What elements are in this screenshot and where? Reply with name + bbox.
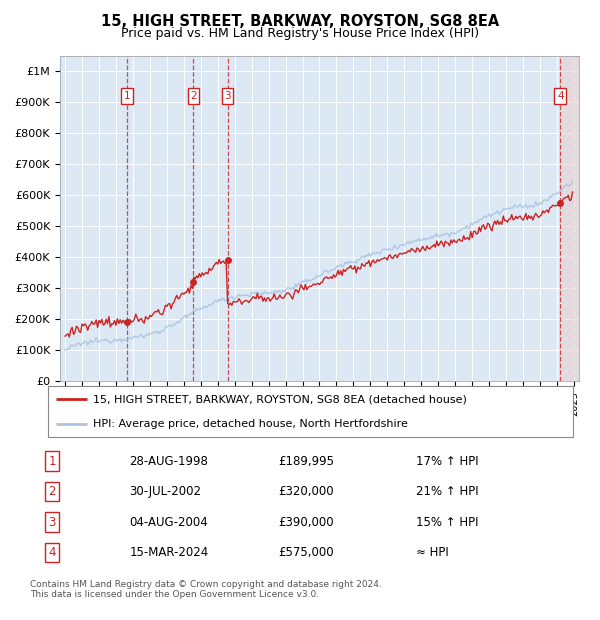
Text: 3: 3 [224,91,231,101]
Text: Contains HM Land Registry data © Crown copyright and database right 2024.
This d: Contains HM Land Registry data © Crown c… [30,580,382,599]
Text: £390,000: £390,000 [278,516,334,529]
Text: HPI: Average price, detached house, North Hertfordshire: HPI: Average price, detached house, Nort… [92,419,407,429]
Text: 15-MAR-2024: 15-MAR-2024 [130,546,209,559]
Bar [560,56,579,381]
Text: £189,995: £189,995 [278,454,334,467]
Text: 15% ↑ HPI: 15% ↑ HPI [416,516,479,529]
Text: 1: 1 [124,91,130,101]
Text: 1: 1 [49,454,56,467]
Text: 15, HIGH STREET, BARKWAY, ROYSTON, SG8 8EA: 15, HIGH STREET, BARKWAY, ROYSTON, SG8 8… [101,14,499,29]
Text: 15, HIGH STREET, BARKWAY, ROYSTON, SG8 8EA (detached house): 15, HIGH STREET, BARKWAY, ROYSTON, SG8 8… [92,394,467,404]
Text: 2: 2 [190,91,197,101]
FancyBboxPatch shape [48,386,573,437]
Text: 30-JUL-2002: 30-JUL-2002 [130,485,202,498]
Text: 4: 4 [49,546,56,559]
Text: 28-AUG-1998: 28-AUG-1998 [130,454,208,467]
Text: £320,000: £320,000 [278,485,334,498]
Text: ≈ HPI: ≈ HPI [416,546,449,559]
Text: 4: 4 [557,91,563,101]
Text: 04-AUG-2004: 04-AUG-2004 [130,516,208,529]
Text: 2: 2 [49,485,56,498]
Bar [560,56,579,381]
Text: Price paid vs. HM Land Registry's House Price Index (HPI): Price paid vs. HM Land Registry's House … [121,27,479,40]
Text: £575,000: £575,000 [278,546,334,559]
Text: 21% ↑ HPI: 21% ↑ HPI [416,485,479,498]
Text: 17% ↑ HPI: 17% ↑ HPI [416,454,479,467]
Text: 3: 3 [49,516,56,529]
